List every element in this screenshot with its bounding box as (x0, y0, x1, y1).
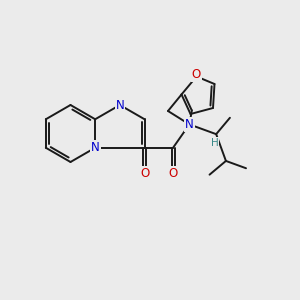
Text: N: N (91, 141, 100, 154)
Text: N: N (116, 98, 124, 112)
Text: O: O (168, 167, 178, 180)
Text: O: O (140, 167, 149, 180)
Text: H: H (211, 138, 218, 148)
Text: O: O (192, 68, 201, 81)
Text: N: N (185, 118, 194, 131)
